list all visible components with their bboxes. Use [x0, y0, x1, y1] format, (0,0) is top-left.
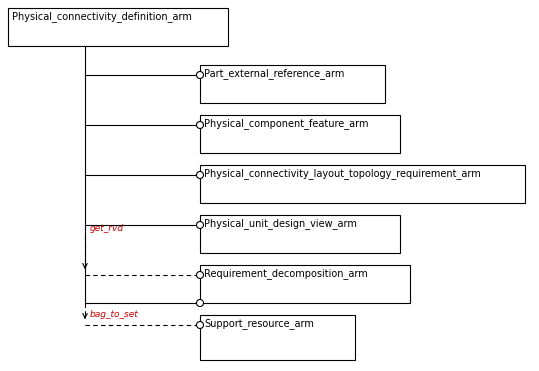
Circle shape [197, 272, 204, 279]
Bar [200, 215, 400, 253]
Text: Physical_connectivity_definition_arm: Physical_connectivity_definition_arm [12, 11, 192, 22]
Bar [200, 165, 525, 203]
Text: Physical_connectivity_layout_topology_requirement_arm: Physical_connectivity_layout_topology_re… [204, 168, 481, 179]
Circle shape [197, 322, 204, 328]
Text: get_rvd: get_rvd [90, 224, 124, 233]
Circle shape [197, 171, 204, 178]
Circle shape [197, 221, 204, 229]
Text: Physical_unit_design_view_arm: Physical_unit_design_view_arm [204, 218, 357, 229]
Bar [200, 265, 410, 303]
Bar [8, 8, 228, 46]
Text: Support_resource_arm: Support_resource_arm [204, 318, 314, 329]
Bar [200, 315, 355, 360]
Circle shape [197, 121, 204, 128]
Text: Part_external_reference_arm: Part_external_reference_arm [204, 68, 344, 79]
Text: bag_to_set: bag_to_set [90, 310, 139, 319]
Text: Requirement_decomposition_arm: Requirement_decomposition_arm [204, 268, 368, 279]
Circle shape [197, 299, 204, 306]
Bar [200, 65, 385, 103]
Circle shape [197, 72, 204, 79]
Bar [200, 115, 400, 153]
Text: Physical_component_feature_arm: Physical_component_feature_arm [204, 118, 369, 129]
